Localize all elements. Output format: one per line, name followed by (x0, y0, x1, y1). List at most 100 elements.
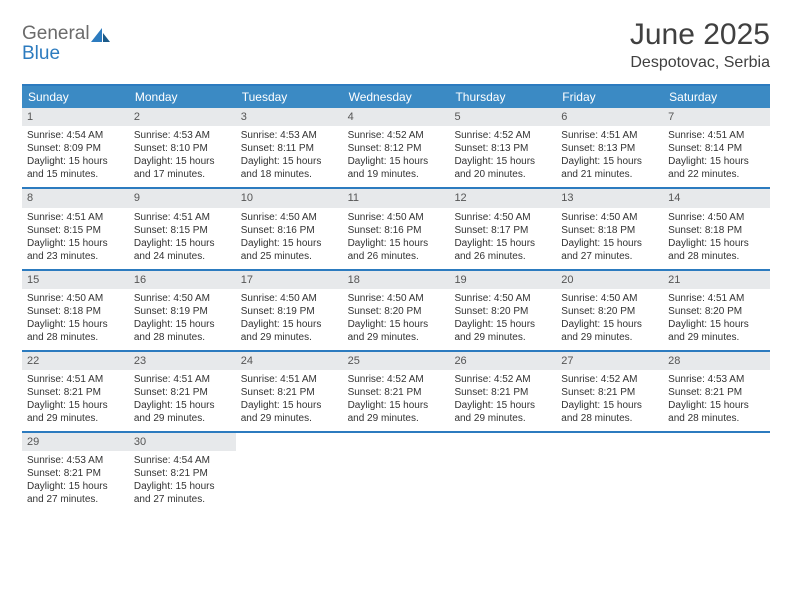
day-number: 25 (343, 352, 450, 370)
day-body: Sunrise: 4:50 AMSunset: 8:20 PMDaylight:… (556, 289, 663, 350)
logo: General Blue (22, 18, 112, 64)
sunset-line: Sunset: 8:15 PM (134, 224, 231, 237)
sunset-line: Sunset: 8:18 PM (561, 224, 658, 237)
day-cell: 10Sunrise: 4:50 AMSunset: 8:16 PMDayligh… (236, 189, 343, 268)
sunset-line: Sunset: 8:09 PM (27, 142, 124, 155)
daylight-line: Daylight: 15 hours and 28 minutes. (27, 318, 124, 344)
day-body: Sunrise: 4:51 AMSunset: 8:21 PMDaylight:… (22, 370, 129, 431)
day-cell: 11Sunrise: 4:50 AMSunset: 8:16 PMDayligh… (343, 189, 450, 268)
day-number: 17 (236, 271, 343, 289)
day-cell: 6Sunrise: 4:51 AMSunset: 8:13 PMDaylight… (556, 108, 663, 187)
daylight-line: Daylight: 15 hours and 21 minutes. (561, 155, 658, 181)
weekday-friday: Friday (556, 86, 663, 108)
logo-general: General (22, 23, 90, 44)
header: General Blue June 2025 Despotovac, Serbi… (22, 18, 770, 72)
day-body: Sunrise: 4:50 AMSunset: 8:20 PMDaylight:… (343, 289, 450, 350)
day-cell: 16Sunrise: 4:50 AMSunset: 8:19 PMDayligh… (129, 271, 236, 350)
day-cell: 21 Sunrise: 4:51 AMSunset: 8:20 PMDayligh… (663, 271, 770, 350)
day-number: 23 (129, 352, 236, 370)
sunrise-line: Sunrise: 4:51 AM (241, 373, 338, 386)
day-cell: 4Sunrise: 4:52 AMSunset: 8:12 PMDaylight… (343, 108, 450, 187)
sunset-line: Sunset: 8:21 PM (241, 386, 338, 399)
day-body: Sunrise: 4:53 AMSunset: 8:21 PMDaylight:… (22, 451, 129, 512)
sunset-line: Sunset: 8:21 PM (454, 386, 551, 399)
day-number: 1 (22, 108, 129, 126)
sunrise-line: Sunrise: 4:53 AM (134, 129, 231, 142)
daylight-line: Daylight: 15 hours and 29 minutes. (668, 318, 765, 344)
daylight-line: Daylight: 15 hours and 29 minutes. (241, 318, 338, 344)
sunrise-line: Sunrise: 4:52 AM (454, 129, 551, 142)
daylight-line: Daylight: 15 hours and 27 minutes. (561, 237, 658, 263)
sunrise-line: Sunrise: 4:51 AM (27, 211, 124, 224)
day-number: 26 (449, 352, 556, 370)
day-cell: 8Sunrise: 4:51 AMSunset: 8:15 PMDaylight… (22, 189, 129, 268)
daylight-line: Daylight: 15 hours and 28 minutes. (561, 399, 658, 425)
sunrise-line: Sunrise: 4:50 AM (561, 211, 658, 224)
daylight-line: Daylight: 15 hours and 22 minutes. (668, 155, 765, 181)
daylight-line: Daylight: 15 hours and 28 minutes. (668, 237, 765, 263)
day-number: 3 (236, 108, 343, 126)
day-body: Sunrise: 4:53 AMSunset: 8:11 PMDaylight:… (236, 126, 343, 187)
sunset-line: Sunset: 8:20 PM (348, 305, 445, 318)
sunrise-line: Sunrise: 4:50 AM (134, 292, 231, 305)
day-number: 30 (129, 433, 236, 451)
day-body: Sunrise: 4:51 AMSunset: 8:15 PMDaylight:… (22, 208, 129, 269)
daylight-line: Daylight: 15 hours and 29 minutes. (27, 399, 124, 425)
day-number: 20 (556, 271, 663, 289)
day-cell: 9Sunrise: 4:51 AMSunset: 8:15 PMDaylight… (129, 189, 236, 268)
day-body: Sunrise: 4:51 AMSunset: 8:21 PMDaylight:… (129, 370, 236, 431)
daylight-line: Daylight: 15 hours and 29 minutes. (134, 399, 231, 425)
day-cell: 24Sunrise: 4:51 AMSunset: 8:21 PMDayligh… (236, 352, 343, 431)
sunrise-line: Sunrise: 4:50 AM (27, 292, 124, 305)
sunset-line: Sunset: 8:21 PM (134, 386, 231, 399)
sunset-line: Sunset: 8:18 PM (27, 305, 124, 318)
day-number: 10 (236, 189, 343, 207)
day-cell-empty (556, 433, 663, 512)
sunset-line: Sunset: 8:19 PM (241, 305, 338, 318)
day-number: 21 (663, 271, 770, 289)
day-cell: 2Sunrise: 4:53 AMSunset: 8:10 PMDaylight… (129, 108, 236, 187)
day-body: Sunrise: 4:54 AMSunset: 8:09 PMDaylight:… (22, 126, 129, 187)
day-body: Sunrise: 4:51 AMSunset: 8:15 PMDaylight:… (129, 208, 236, 269)
day-number: 27 (556, 352, 663, 370)
day-body: Sunrise: 4:51 AMSunset: 8:21 PMDaylight:… (236, 370, 343, 431)
day-body: Sunrise: 4:51 AMSunset: 8:14 PMDaylight:… (663, 126, 770, 187)
day-cell-empty (236, 433, 343, 512)
day-cell: 14Sunrise: 4:50 AMSunset: 8:18 PMDayligh… (663, 189, 770, 268)
day-body: Sunrise: 4:50 AMSunset: 8:16 PMDaylight:… (343, 208, 450, 269)
weekday-thursday: Thursday (449, 86, 556, 108)
week-row: 1Sunrise: 4:54 AMSunset: 8:09 PMDaylight… (22, 108, 770, 189)
day-body: Sunrise: 4:53 AMSunset: 8:21 PMDaylight:… (663, 370, 770, 431)
sunrise-line: Sunrise: 4:51 AM (27, 373, 124, 386)
sunset-line: Sunset: 8:21 PM (134, 467, 231, 480)
day-cell: 29Sunrise: 4:53 AMSunset: 8:21 PMDayligh… (22, 433, 129, 512)
daylight-line: Daylight: 15 hours and 27 minutes. (134, 480, 231, 506)
sunrise-line: Sunrise: 4:52 AM (454, 373, 551, 386)
day-number: 19 (449, 271, 556, 289)
sunset-line: Sunset: 8:20 PM (668, 305, 765, 318)
day-number: 24 (236, 352, 343, 370)
page: General Blue June 2025 Despotovac, Serbi… (0, 0, 792, 530)
weeks-container: 1Sunrise: 4:54 AMSunset: 8:09 PMDaylight… (22, 108, 770, 512)
day-cell: 18Sunrise: 4:50 AMSunset: 8:20 PMDayligh… (343, 271, 450, 350)
sunrise-line: Sunrise: 4:51 AM (668, 292, 765, 305)
sunrise-line: Sunrise: 4:50 AM (348, 292, 445, 305)
day-cell: 28Sunrise: 4:53 AMSunset: 8:21 PMDayligh… (663, 352, 770, 431)
page-title: June 2025 (630, 18, 770, 52)
day-number: 7 (663, 108, 770, 126)
sunset-line: Sunset: 8:21 PM (561, 386, 658, 399)
day-cell-empty (663, 433, 770, 512)
day-body: Sunrise: 4:50 AMSunset: 8:17 PMDaylight:… (449, 208, 556, 269)
day-body: Sunrise: 4:50 AMSunset: 8:18 PMDaylight:… (663, 208, 770, 269)
day-number: 13 (556, 189, 663, 207)
week-row: 22Sunrise: 4:51 AMSunset: 8:21 PMDayligh… (22, 352, 770, 433)
day-number: 11 (343, 189, 450, 207)
day-body: Sunrise: 4:50 AMSunset: 8:19 PMDaylight:… (129, 289, 236, 350)
daylight-line: Daylight: 15 hours and 17 minutes. (134, 155, 231, 181)
week-row: 29Sunrise: 4:53 AMSunset: 8:21 PMDayligh… (22, 433, 770, 512)
daylight-line: Daylight: 15 hours and 23 minutes. (27, 237, 124, 263)
sunset-line: Sunset: 8:13 PM (561, 142, 658, 155)
sunset-line: Sunset: 8:21 PM (348, 386, 445, 399)
day-cell: 3Sunrise: 4:53 AMSunset: 8:11 PMDaylight… (236, 108, 343, 187)
day-number: 15 (22, 271, 129, 289)
